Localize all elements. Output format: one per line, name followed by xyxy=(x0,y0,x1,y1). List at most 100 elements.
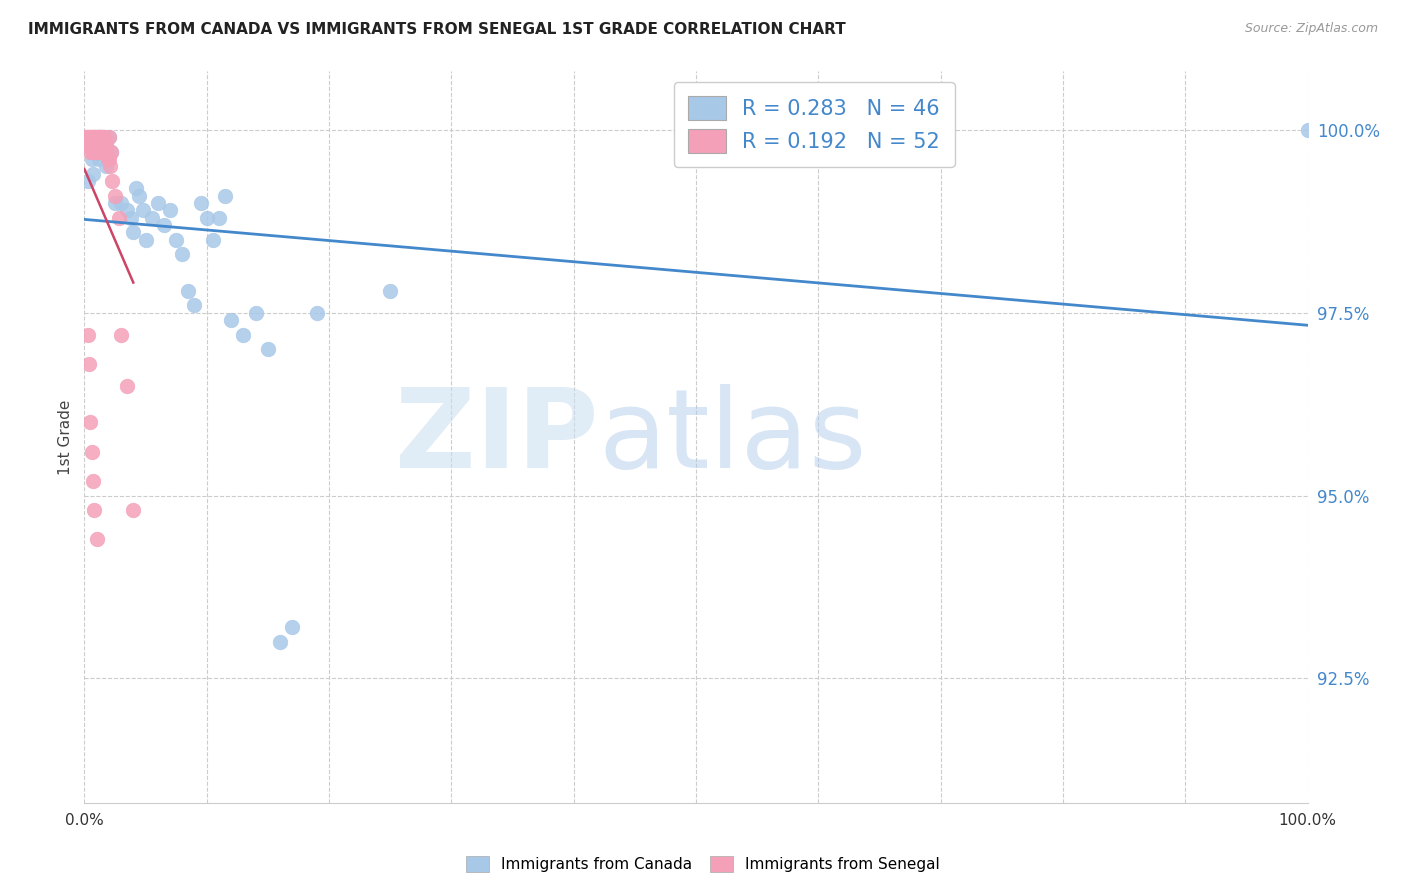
Point xyxy=(84,145,107,159)
Point xyxy=(219,313,242,327)
Point xyxy=(82,137,104,152)
Point xyxy=(96,160,118,174)
Point xyxy=(91,130,114,145)
Point xyxy=(115,379,138,393)
Point xyxy=(110,327,132,342)
Point xyxy=(195,211,218,225)
Point xyxy=(77,130,100,145)
Point xyxy=(94,145,117,159)
Point xyxy=(122,503,145,517)
Point xyxy=(87,137,110,152)
Point xyxy=(83,137,105,152)
Point xyxy=(79,137,101,152)
Point xyxy=(141,211,163,225)
Legend: R = 0.283   N = 46, R = 0.192   N = 52: R = 0.283 N = 46, R = 0.192 N = 52 xyxy=(673,82,955,168)
Point xyxy=(76,130,98,145)
Point xyxy=(172,247,194,261)
Point xyxy=(89,145,111,159)
Point xyxy=(122,225,145,239)
Point xyxy=(75,130,97,145)
Point xyxy=(89,130,111,145)
Point xyxy=(93,130,115,145)
Text: IMMIGRANTS FROM CANADA VS IMMIGRANTS FROM SENEGAL 1ST GRADE CORRELATION CHART: IMMIGRANTS FROM CANADA VS IMMIGRANTS FRO… xyxy=(28,22,846,37)
Point xyxy=(125,181,148,195)
Point xyxy=(97,152,120,166)
Point xyxy=(86,130,108,145)
Point xyxy=(97,130,120,145)
Point xyxy=(97,152,120,166)
Point xyxy=(104,196,127,211)
Point xyxy=(93,145,115,159)
Point xyxy=(83,130,105,145)
Point xyxy=(80,444,103,458)
Y-axis label: 1st Grade: 1st Grade xyxy=(58,400,73,475)
Point xyxy=(77,130,100,145)
Point xyxy=(86,145,108,159)
Point xyxy=(87,152,110,166)
Point xyxy=(79,130,101,145)
Point xyxy=(232,327,254,342)
Point xyxy=(82,474,104,488)
Point xyxy=(183,298,205,312)
Point xyxy=(146,196,169,211)
Point xyxy=(77,137,100,152)
Legend: Immigrants from Canada, Immigrants from Senegal: Immigrants from Canada, Immigrants from … xyxy=(458,848,948,880)
Point xyxy=(87,130,110,145)
Point xyxy=(120,211,142,225)
Point xyxy=(77,327,100,342)
Point xyxy=(84,130,107,145)
Point xyxy=(101,174,124,188)
Point xyxy=(79,137,101,152)
Point xyxy=(91,130,114,145)
Point xyxy=(128,188,150,202)
Point xyxy=(214,188,236,202)
Point xyxy=(77,137,100,152)
Point xyxy=(97,130,120,145)
Point xyxy=(115,203,138,218)
Point xyxy=(83,130,105,145)
Point xyxy=(257,343,280,357)
Point xyxy=(87,145,110,159)
Point xyxy=(208,211,231,225)
Point xyxy=(76,137,98,152)
Point xyxy=(110,196,132,211)
Point xyxy=(84,145,107,159)
Point xyxy=(100,145,122,159)
Point xyxy=(107,211,129,225)
Point xyxy=(135,233,157,247)
Point xyxy=(82,145,104,159)
Point xyxy=(77,174,100,188)
Point xyxy=(82,130,104,145)
Point xyxy=(132,203,155,218)
Point xyxy=(380,284,402,298)
Point xyxy=(79,416,101,430)
Text: Source: ZipAtlas.com: Source: ZipAtlas.com xyxy=(1244,22,1378,36)
Point xyxy=(89,130,111,145)
Point xyxy=(91,145,114,159)
Point xyxy=(79,145,101,159)
Point xyxy=(165,233,187,247)
Point xyxy=(159,203,181,218)
Point xyxy=(86,137,108,152)
Point xyxy=(87,137,110,152)
Point xyxy=(82,167,104,181)
Point xyxy=(80,152,103,166)
Point xyxy=(87,130,110,145)
Point xyxy=(80,137,103,152)
Point xyxy=(77,357,100,371)
Point xyxy=(190,196,212,211)
Point xyxy=(269,635,291,649)
Point xyxy=(305,306,328,320)
Text: ZIP: ZIP xyxy=(395,384,598,491)
Point xyxy=(90,130,112,145)
Point xyxy=(281,620,304,634)
Point xyxy=(98,160,121,174)
Point xyxy=(153,218,176,232)
Point xyxy=(86,130,108,145)
Point xyxy=(86,533,108,547)
Point xyxy=(96,137,118,152)
Point xyxy=(104,188,127,202)
Point xyxy=(1296,123,1319,137)
Point xyxy=(245,306,267,320)
Point xyxy=(201,233,224,247)
